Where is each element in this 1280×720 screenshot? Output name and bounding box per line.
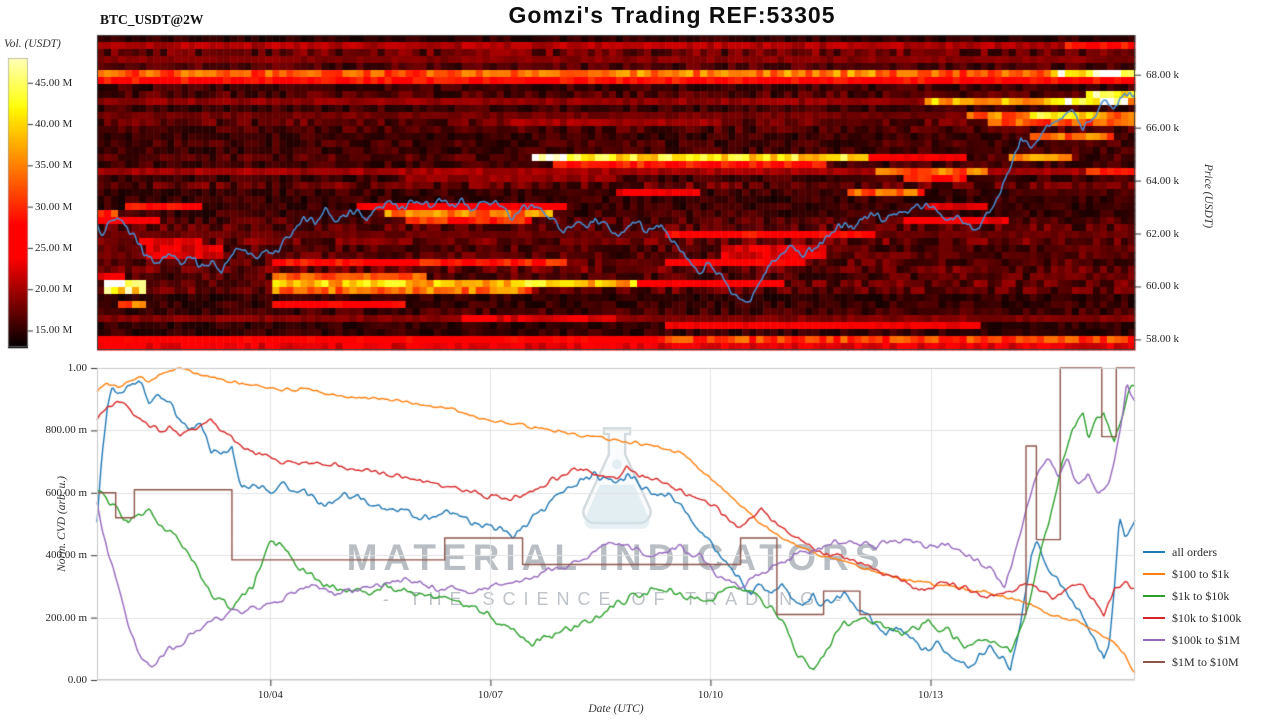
legend-label: $100 to $1k [1172, 566, 1230, 581]
colorbar-tick-label: 15.00 M [35, 324, 73, 337]
legend-entry: all orders [1143, 541, 1241, 563]
x-tick-label: 10/04 [257, 689, 283, 701]
legend-entry: $100 to $1k [1143, 563, 1241, 585]
colorbar-axis-title: Vol. (USDT) [4, 38, 61, 50]
legend-entry: $100k to $1M [1143, 629, 1241, 651]
legend-swatch [1143, 573, 1165, 575]
legend-entry: $10k to $100k [1143, 607, 1241, 629]
legend-label: $10k to $100k [1172, 610, 1242, 625]
colorbar-tick-label: 35.00 M [35, 159, 73, 172]
legend-swatch [1143, 639, 1165, 641]
cvd-tick-label: 400.00 m [45, 549, 87, 562]
cvd-tick-label: 600.00 m [45, 486, 87, 499]
price-tick-label: 58.00 k [1146, 333, 1179, 346]
cvd-tick-label: 0.00 [67, 674, 87, 686]
legend-swatch [1143, 551, 1165, 553]
price-tick-label: 66.00 k [1146, 121, 1179, 134]
cvd-tick-label: 1.00 [67, 362, 87, 374]
legend-swatch [1143, 595, 1165, 597]
legend-entry: $1k to $10k [1143, 585, 1241, 607]
legend-swatch [1143, 661, 1165, 663]
page-title: Gomzi's Trading REF:53305 [508, 2, 836, 28]
x-tick-label: 10/10 [697, 689, 723, 701]
symbol-label: BTC_USDT@2W [100, 12, 204, 27]
colorbar-tick-label: 40.00 M [35, 118, 73, 131]
legend-swatch [1143, 617, 1165, 619]
legend-entry: $1M to $10M [1143, 651, 1241, 673]
legend-label: all orders [1172, 544, 1217, 559]
cvd-tick-label: 200.00 m [45, 611, 87, 624]
colorbar-tick-label: 25.00 M [35, 241, 73, 254]
cvd-tick-label: 800.00 m [45, 424, 87, 437]
legend-label: $1k to $10k [1172, 588, 1230, 603]
price-axis-title: Price (USDT) [1202, 163, 1214, 229]
colorbar-tick-label: 45.00 M [35, 76, 73, 89]
x-tick-label: 10/13 [917, 689, 944, 701]
x-tick-label: 10/07 [477, 689, 503, 701]
legend-label: $100k to $1M [1172, 632, 1241, 647]
price-tick-label: 60.00 k [1146, 280, 1179, 293]
price-tick-label: 64.00 k [1146, 174, 1179, 187]
price-tick-label: 62.00 k [1146, 227, 1179, 240]
colorbar-tick-label: 20.00 M [35, 283, 73, 296]
legend-label: $1M to $10M [1172, 654, 1239, 669]
colorbar-tick-label: 30.00 M [35, 200, 73, 213]
legend: all orders $100 to $1k $1k to $10k $10k to … [1143, 541, 1241, 673]
x-axis-title: Date (UTC) [588, 703, 644, 715]
price-tick-label: 68.00 k [1146, 68, 1179, 81]
